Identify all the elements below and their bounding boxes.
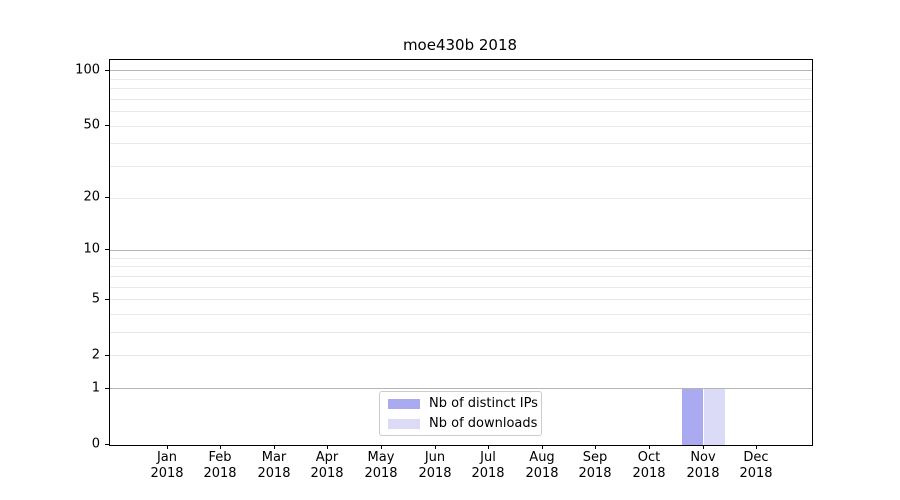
legend-swatch-downloads: [388, 418, 420, 429]
x-tick-label: Apr 2018: [310, 450, 344, 481]
legend-entry-downloads: Nb of downloads: [388, 416, 537, 431]
y-tick-label: 1: [91, 380, 100, 396]
x-tick-label: Sep 2018: [578, 450, 612, 481]
minor-gridline: [110, 287, 812, 288]
y-tick-label: 5: [91, 291, 100, 307]
y-tick-label: 50: [83, 117, 100, 133]
minor-gridline: [110, 143, 812, 144]
minor-gridline: [110, 166, 812, 167]
legend-label-downloads: Nb of downloads: [429, 416, 538, 431]
x-tick-mark: [167, 445, 168, 449]
y-tick-mark: [105, 444, 109, 445]
x-tick-label: Dec 2018: [739, 450, 773, 481]
bar-nb-of-distinct-ips: [682, 388, 704, 445]
x-tick-label: Aug 2018: [525, 450, 559, 481]
legend-swatch-distinct-ips: [388, 398, 420, 409]
x-tick-mark: [595, 445, 596, 449]
x-tick-label: Jun 2018: [418, 450, 452, 481]
x-tick-mark: [649, 445, 650, 449]
x-tick-label: Oct 2018: [632, 450, 666, 481]
x-tick-label: Jul 2018: [471, 450, 505, 481]
x-tick-label: Mar 2018: [257, 450, 291, 481]
minor-gridline: [110, 111, 812, 112]
minor-gridline: [110, 99, 812, 100]
major-gridline: [110, 388, 812, 389]
x-tick-label: Nov 2018: [686, 450, 720, 481]
y-tick-label: 0: [91, 436, 100, 452]
x-tick-mark: [435, 445, 436, 449]
minor-gridline: [110, 79, 812, 80]
x-tick-mark: [488, 445, 489, 449]
minor-gridline: [110, 276, 812, 277]
x-tick-mark: [274, 445, 275, 449]
y-tick-mark: [105, 70, 109, 71]
major-gridline: [110, 70, 812, 71]
y-tick-label: 10: [83, 241, 100, 257]
legend: Nb of distinct IPs Nb of downloads: [379, 391, 542, 436]
x-tick-label: Feb 2018: [203, 450, 237, 481]
x-tick-mark: [703, 445, 704, 449]
minor-gridline: [110, 332, 812, 333]
x-tick-label: Jan 2018: [150, 450, 184, 481]
y-tick-mark: [105, 249, 109, 250]
minor-gridline: [110, 299, 812, 300]
minor-gridline: [110, 355, 812, 356]
x-tick-mark: [381, 445, 382, 449]
x-tick-mark: [220, 445, 221, 449]
x-tick-mark: [542, 445, 543, 449]
y-tick-label: 20: [83, 189, 100, 205]
x-tick-mark: [756, 445, 757, 449]
plot-area: Nb of distinct IPs Nb of downloads: [109, 59, 813, 446]
y-tick-label: 100: [75, 62, 100, 78]
y-tick-mark: [105, 197, 109, 198]
bar-nb-of-downloads: [703, 388, 725, 445]
x-tick-label: May 2018: [364, 450, 398, 481]
legend-entry-distinct-ips: Nb of distinct IPs: [388, 396, 538, 411]
minor-gridline: [110, 198, 812, 199]
minor-gridline: [110, 126, 812, 127]
legend-label-distinct-ips: Nb of distinct IPs: [429, 396, 538, 411]
major-gridline: [110, 250, 812, 251]
minor-gridline: [110, 314, 812, 315]
y-tick-mark: [105, 388, 109, 389]
y-tick-mark: [105, 299, 109, 300]
minor-gridline: [110, 258, 812, 259]
y-tick-mark: [105, 355, 109, 356]
x-tick-mark: [327, 445, 328, 449]
chart-title: moe430b 2018: [402, 36, 518, 54]
minor-gridline: [110, 266, 812, 267]
y-tick-label: 2: [91, 347, 100, 363]
minor-gridline: [110, 88, 812, 89]
y-tick-mark: [105, 125, 109, 126]
